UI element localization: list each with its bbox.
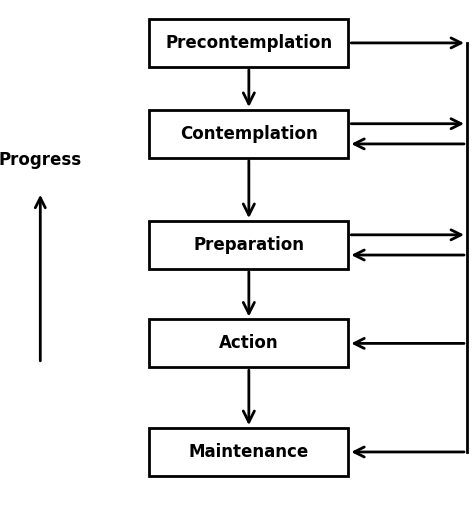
- FancyBboxPatch shape: [149, 221, 348, 269]
- FancyBboxPatch shape: [149, 110, 348, 158]
- Text: Contemplation: Contemplation: [180, 125, 318, 143]
- Text: Precontemplation: Precontemplation: [165, 34, 332, 52]
- FancyBboxPatch shape: [149, 428, 348, 476]
- FancyBboxPatch shape: [149, 319, 348, 368]
- Text: Progress: Progress: [0, 151, 82, 169]
- Text: Preparation: Preparation: [193, 236, 304, 254]
- FancyBboxPatch shape: [149, 19, 348, 67]
- Text: Maintenance: Maintenance: [189, 443, 309, 461]
- Text: Action: Action: [219, 334, 279, 352]
